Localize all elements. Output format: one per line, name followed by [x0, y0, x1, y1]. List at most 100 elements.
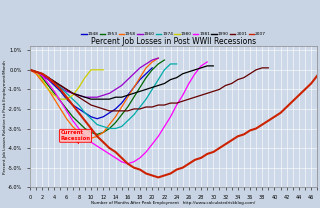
2007 [260, 123, 264, 126]
1960 [59, 86, 62, 89]
2007 [52, 82, 56, 85]
1981 [28, 69, 32, 71]
2001 [236, 78, 240, 81]
1948 [89, 115, 93, 118]
1953 [77, 121, 81, 124]
1980 [71, 94, 75, 97]
1980 [95, 69, 99, 71]
2007 [108, 147, 111, 149]
1958 [65, 118, 68, 120]
2007 [95, 135, 99, 137]
Line: 1990: 1990 [30, 66, 213, 99]
1980 [77, 86, 81, 89]
2001 [150, 106, 154, 108]
1990 [175, 76, 179, 79]
Line: 1958: 1958 [30, 58, 158, 138]
1981 [65, 110, 68, 112]
2001 [242, 76, 246, 79]
1981 [181, 94, 185, 97]
1981 [169, 115, 172, 118]
2007 [46, 76, 50, 79]
2007 [59, 88, 62, 91]
1990 [132, 92, 136, 95]
2007 [138, 168, 142, 171]
1974 [150, 88, 154, 91]
2001 [205, 92, 209, 95]
2007 [28, 69, 32, 71]
1960 [126, 78, 130, 81]
1974 [59, 86, 62, 89]
1960 [46, 78, 50, 81]
1974 [163, 69, 166, 71]
2007 [175, 168, 179, 171]
1953 [101, 131, 105, 134]
1960 [77, 94, 81, 97]
1958 [126, 96, 130, 98]
2001 [248, 72, 252, 75]
1960 [28, 69, 32, 71]
2007 [236, 135, 240, 137]
1960 [114, 88, 117, 91]
1958 [132, 86, 136, 89]
Line: 1974: 1974 [30, 64, 177, 129]
1958 [95, 135, 99, 137]
1948 [46, 78, 50, 81]
1948 [59, 90, 62, 93]
2001 [52, 80, 56, 83]
1953 [126, 106, 130, 108]
1981 [120, 161, 124, 163]
2007 [71, 104, 75, 106]
1990 [193, 69, 197, 71]
1981 [34, 71, 38, 73]
1948 [34, 71, 38, 73]
1974 [120, 125, 124, 128]
1974 [114, 127, 117, 130]
1960 [108, 92, 111, 95]
2007 [132, 166, 136, 169]
1974 [138, 106, 142, 108]
1974 [89, 118, 93, 120]
Line: 1960: 1960 [30, 58, 158, 97]
2001 [83, 100, 87, 102]
1981 [144, 151, 148, 153]
1948 [132, 86, 136, 89]
1990 [65, 88, 68, 91]
1953 [144, 76, 148, 79]
1960 [120, 84, 124, 87]
1960 [156, 57, 160, 59]
1958 [114, 115, 117, 118]
1953 [114, 121, 117, 124]
1980 [101, 69, 105, 71]
2001 [254, 69, 258, 71]
2001 [89, 104, 93, 106]
1958 [71, 125, 75, 128]
1948 [120, 102, 124, 104]
1974 [71, 98, 75, 100]
2001 [156, 104, 160, 106]
2001 [101, 108, 105, 110]
2007 [181, 166, 185, 169]
2001 [163, 104, 166, 106]
1960 [150, 59, 154, 61]
2001 [181, 100, 185, 102]
1981 [71, 119, 75, 122]
1960 [71, 92, 75, 95]
1953 [138, 86, 142, 89]
1990 [156, 84, 160, 87]
1981 [199, 65, 203, 67]
1953 [120, 114, 124, 116]
1974 [156, 78, 160, 81]
1981 [40, 74, 44, 77]
2001 [187, 98, 191, 100]
2007 [156, 176, 160, 179]
2007 [212, 151, 215, 153]
1981 [52, 90, 56, 93]
1953 [28, 69, 32, 71]
1990 [34, 71, 38, 73]
2007 [89, 127, 93, 130]
1960 [89, 96, 93, 98]
2007 [224, 143, 228, 145]
1960 [52, 82, 56, 85]
1953 [89, 131, 93, 134]
1980 [65, 98, 68, 100]
